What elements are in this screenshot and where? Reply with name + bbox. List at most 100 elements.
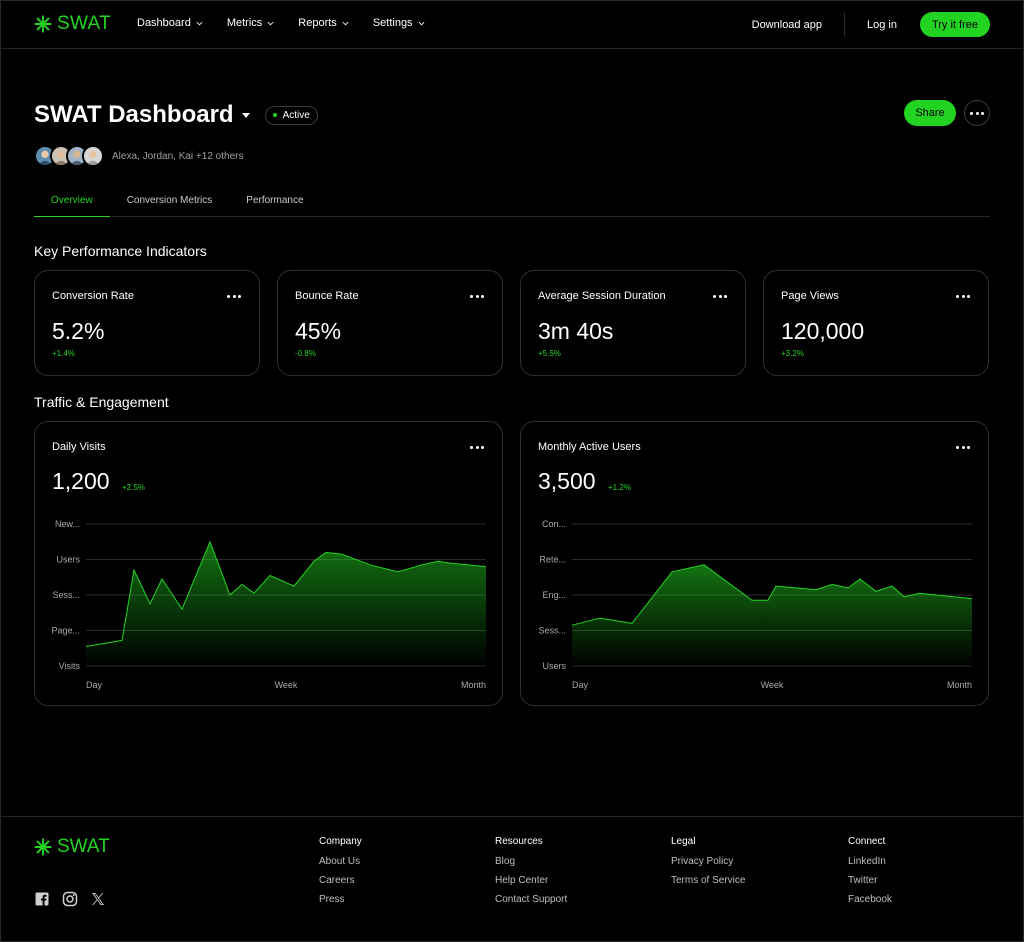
brand-logo[interactable]: SWAT <box>34 13 111 35</box>
chevron-down-icon <box>267 21 274 25</box>
chevron-down-icon <box>418 21 424 25</box>
tab-performance[interactable]: Performance <box>246 195 304 206</box>
nav-menu: Dashboard Metrics Reports Settings <box>137 17 425 29</box>
more-horizontal-icon <box>956 295 970 298</box>
series-area <box>572 564 972 666</box>
collaborators-text: Alexa, Jordan, Kai +12 others <box>112 150 244 162</box>
area-chart: New... Users Sess... Page... Visits Day Week Mo… <box>51 519 487 690</box>
collaborators[interactable]: Alexa, Jordan, Kai +12 others <box>34 145 243 167</box>
kpi-card-average-session-duration: Average Session Duration 3m 40s +5.5% <box>520 270 746 376</box>
nav-item-metrics[interactable]: Metrics <box>227 17 274 29</box>
kpi-delta: +5.5% <box>538 349 561 358</box>
caret-down-icon[interactable] <box>241 112 250 118</box>
more-horizontal-icon <box>470 295 484 298</box>
x-tick-label: Day <box>572 680 589 690</box>
nav-item-label: Metrics <box>226 17 263 29</box>
kpi-value: 5.2% <box>52 318 105 344</box>
footer-link-twitter[interactable]: Twitter <box>848 875 878 886</box>
footer-column-title: Company <box>319 836 362 847</box>
try-free-button[interactable]: Try it free <box>919 12 990 37</box>
footer-link-about-us[interactable]: About Us <box>319 856 361 867</box>
y-tick-label: Users <box>56 555 80 565</box>
nav-item-settings[interactable]: Settings <box>373 17 425 29</box>
login-link[interactable]: Log in <box>866 18 897 31</box>
chart-value: 3,500 <box>538 468 596 494</box>
kpi-label: Conversion Rate <box>52 290 134 302</box>
kpi-more-button[interactable] <box>956 295 970 298</box>
more-horizontal-icon <box>227 295 241 298</box>
chevron-down-icon <box>342 21 349 25</box>
nav-divider <box>843 12 845 37</box>
kpi-value: 3m 40s <box>538 318 614 344</box>
nav-item-dashboard[interactable]: Dashboard <box>137 17 203 29</box>
footer-link-linkedin[interactable]: LinkedIn <box>848 856 886 867</box>
chart-card-daily-visits: Daily Visits 1,200 +2.5% New... Users Sess… <box>34 421 503 706</box>
status-dot-icon <box>272 113 277 117</box>
series-line <box>85 540 487 647</box>
brand-name: SWAT <box>57 836 110 857</box>
download-app-link[interactable]: Download app <box>751 18 822 31</box>
footer-link-careers[interactable]: Careers <box>319 875 355 886</box>
facebook-icon[interactable] <box>34 891 50 907</box>
tab-overview[interactable]: Overview <box>34 187 110 217</box>
series-area <box>86 541 486 666</box>
chart-delta: +1.2% <box>608 483 631 492</box>
chart-title: Daily Visits <box>52 441 106 453</box>
nav-item-reports[interactable]: Reports <box>298 17 349 29</box>
avatar <box>66 145 88 167</box>
kpi-card-bounce-rate: Bounce Rate 45% -0.8% <box>277 270 503 376</box>
nav-item-label: Dashboard <box>137 17 191 29</box>
chart-more-button[interactable] <box>470 446 484 449</box>
asterisk-logo-icon <box>34 838 52 856</box>
traffic-section-title: Traffic & Engagement <box>34 394 169 410</box>
kpi-more-button[interactable] <box>227 295 241 298</box>
chart-card-monthly-active-users: Monthly Active Users 3,500 +1.2% Con... R… <box>520 421 989 706</box>
more-horizontal-icon <box>970 111 984 115</box>
footer-link-press[interactable]: Press <box>319 894 345 905</box>
nav-item-label: Reports <box>298 17 337 29</box>
footer-link-terms-of-service[interactable]: Terms of Service <box>671 875 746 886</box>
chart-delta: +2.5% <box>122 483 145 492</box>
x-tick-label: Day <box>86 680 103 690</box>
x-icon[interactable] <box>90 891 106 907</box>
x-tick-label: Week <box>761 680 784 690</box>
kpi-more-button[interactable] <box>713 295 727 298</box>
footer-column-company: Company About Us Careers Press <box>319 836 362 913</box>
top-navigation: SWAT Dashboard Metrics Reports Settings … <box>0 0 1024 49</box>
y-tick-label: Sess... <box>538 626 566 636</box>
avatar <box>50 145 72 167</box>
y-tick-label: Visits <box>59 661 81 671</box>
more-horizontal-icon <box>713 295 727 298</box>
tab-bar: Overview Conversion Metrics Performance <box>34 187 990 217</box>
y-tick-label: Page... <box>51 626 80 636</box>
kpi-label: Bounce Rate <box>295 290 359 302</box>
x-tick-label: Week <box>275 680 298 690</box>
kpi-more-button[interactable] <box>470 295 484 298</box>
chart-more-button[interactable] <box>956 446 970 449</box>
status-badge: Active <box>264 105 318 125</box>
page-more-button[interactable] <box>964 100 990 126</box>
share-button[interactable]: Share <box>904 100 956 126</box>
status-label: Active <box>282 109 310 121</box>
footer-link-contact-support[interactable]: Contact Support <box>495 894 568 905</box>
x-tick-label: Month <box>461 680 486 690</box>
kpi-card-conversion-rate: Conversion Rate 5.2% +1.4% <box>34 270 260 376</box>
footer-column-connect: Connect LinkedIn Twitter Facebook <box>848 836 892 913</box>
kpi-card-page-views: Page Views 120,000 +3.2% <box>763 270 989 376</box>
nav-actions: Download app Log in Try it free <box>752 12 990 37</box>
tab-conversion-metrics[interactable]: Conversion Metrics <box>126 195 213 206</box>
footer-column-legal: Legal Privacy Policy Terms of Service <box>671 836 745 894</box>
footer-link-facebook[interactable]: Facebook <box>848 894 892 905</box>
footer-brand-logo[interactable]: SWAT <box>34 836 110 858</box>
page-header: SWAT Dashboard Active <box>34 101 318 129</box>
kpi-label: Page Views <box>781 290 839 302</box>
instagram-icon[interactable] <box>62 891 78 907</box>
y-tick-label: Con... <box>542 519 566 529</box>
footer-link-blog[interactable]: Blog <box>495 856 516 867</box>
y-tick-label: Eng... <box>542 590 566 600</box>
footer-link-privacy-policy[interactable]: Privacy Policy <box>671 856 734 867</box>
footer-link-help-center[interactable]: Help Center <box>495 875 549 886</box>
series-line <box>571 564 973 626</box>
kpi-delta: +1.4% <box>52 349 75 358</box>
x-tick-label: Month <box>947 680 972 690</box>
